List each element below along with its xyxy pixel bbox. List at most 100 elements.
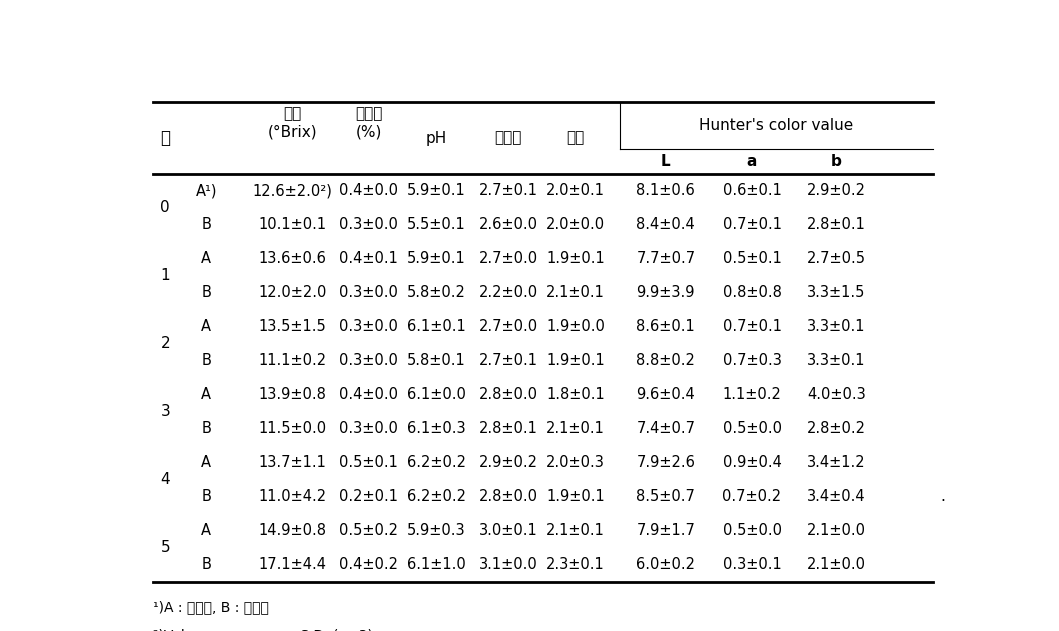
- Text: 11.5±0.0: 11.5±0.0: [258, 422, 326, 437]
- Text: 0.9±0.4: 0.9±0.4: [722, 456, 782, 471]
- Text: 5.9±0.3: 5.9±0.3: [407, 524, 465, 538]
- Text: 3.3±0.1: 3.3±0.1: [807, 353, 866, 369]
- Text: 13.7±1.1: 13.7±1.1: [258, 456, 326, 471]
- Text: 1.9±0.1: 1.9±0.1: [546, 490, 605, 504]
- Text: L: L: [661, 154, 670, 168]
- Text: B: B: [201, 422, 211, 437]
- Text: 0.3±0.0: 0.3±0.0: [339, 285, 398, 300]
- Text: 총산도
(%): 총산도 (%): [355, 106, 382, 140]
- Text: 2: 2: [160, 336, 170, 351]
- Text: 0.2±0.1: 0.2±0.1: [339, 490, 398, 504]
- Text: .: .: [940, 490, 946, 504]
- Text: 3.3±1.5: 3.3±1.5: [807, 285, 866, 300]
- Text: A: A: [201, 251, 211, 266]
- Text: 0.5±0.2: 0.5±0.2: [339, 524, 398, 538]
- Text: a: a: [747, 154, 757, 168]
- Text: ²)Values are mean ± S.D. (n=3).: ²)Values are mean ± S.D. (n=3).: [152, 628, 377, 631]
- Text: 0.8±0.8: 0.8±0.8: [722, 285, 782, 300]
- Text: 0: 0: [160, 201, 170, 215]
- Text: 0.3±0.1: 0.3±0.1: [722, 558, 782, 572]
- Text: 0.4±0.1: 0.4±0.1: [339, 251, 398, 266]
- Text: 0.5±0.1: 0.5±0.1: [722, 251, 782, 266]
- Text: 4: 4: [160, 473, 170, 488]
- Text: 주: 주: [160, 129, 170, 147]
- Text: 8.6±0.1: 8.6±0.1: [636, 319, 695, 334]
- Text: A: A: [201, 456, 211, 471]
- Text: 14.9±0.8: 14.9±0.8: [258, 524, 326, 538]
- Text: 0.4±0.0: 0.4±0.0: [339, 184, 398, 198]
- Text: 13.6±0.6: 13.6±0.6: [258, 251, 326, 266]
- Text: 2.7±0.5: 2.7±0.5: [807, 251, 866, 266]
- Text: 2.7±0.0: 2.7±0.0: [479, 251, 538, 266]
- Text: 6.1±1.0: 6.1±1.0: [407, 558, 465, 572]
- Text: 12.0±2.0: 12.0±2.0: [258, 285, 326, 300]
- Text: 0.4±0.0: 0.4±0.0: [339, 387, 398, 403]
- Text: 7.9±2.6: 7.9±2.6: [636, 456, 696, 471]
- Text: 2.6±0.0: 2.6±0.0: [479, 218, 538, 232]
- Text: 8.5±0.7: 8.5±0.7: [636, 490, 696, 504]
- Text: 13.5±1.5: 13.5±1.5: [258, 319, 326, 334]
- Text: 13.9±0.8: 13.9±0.8: [258, 387, 326, 403]
- Text: 2.0±0.0: 2.0±0.0: [546, 218, 605, 232]
- Text: 탁도: 탁도: [567, 131, 585, 146]
- Text: 6.1±0.3: 6.1±0.3: [407, 422, 465, 437]
- Text: 5: 5: [160, 541, 170, 555]
- Text: 3.4±1.2: 3.4±1.2: [807, 456, 866, 471]
- Text: 3.4±0.4: 3.4±0.4: [807, 490, 866, 504]
- Text: A: A: [201, 524, 211, 538]
- Text: 5.8±0.2: 5.8±0.2: [407, 285, 466, 300]
- Text: 2.1±0.1: 2.1±0.1: [546, 285, 605, 300]
- Text: 0.4±0.2: 0.4±0.2: [339, 558, 398, 572]
- Text: 7.9±1.7: 7.9±1.7: [636, 524, 696, 538]
- Text: A: A: [201, 319, 211, 334]
- Text: 6.2±0.2: 6.2±0.2: [407, 456, 466, 471]
- Text: 6.0±0.2: 6.0±0.2: [636, 558, 696, 572]
- Text: 12.6±2.0²): 12.6±2.0²): [252, 184, 333, 198]
- Text: 0.3±0.0: 0.3±0.0: [339, 218, 398, 232]
- Text: 8.4±0.4: 8.4±0.4: [636, 218, 695, 232]
- Text: 11.0±4.2: 11.0±4.2: [258, 490, 326, 504]
- Text: 2.3±0.1: 2.3±0.1: [546, 558, 605, 572]
- Text: 2.0±0.1: 2.0±0.1: [546, 184, 605, 198]
- Text: 2.0±0.3: 2.0±0.3: [546, 456, 605, 471]
- Text: 3.1±0.0: 3.1±0.0: [479, 558, 538, 572]
- Text: 2.8±0.0: 2.8±0.0: [479, 387, 538, 403]
- Text: 1.8±0.1: 1.8±0.1: [546, 387, 605, 403]
- Text: 2.9±0.2: 2.9±0.2: [479, 456, 538, 471]
- Text: B: B: [201, 285, 211, 300]
- Text: b: b: [831, 154, 842, 168]
- Text: 0.5±0.1: 0.5±0.1: [339, 456, 398, 471]
- Text: 8.1±0.6: 8.1±0.6: [636, 184, 695, 198]
- Text: 1.9±0.1: 1.9±0.1: [546, 251, 605, 266]
- Text: 2.8±0.1: 2.8±0.1: [807, 218, 866, 232]
- Text: 2.7±0.1: 2.7±0.1: [479, 353, 538, 369]
- Text: 8.8±0.2: 8.8±0.2: [636, 353, 696, 369]
- Text: 1: 1: [160, 268, 170, 283]
- Text: 1.1±0.2: 1.1±0.2: [722, 387, 782, 403]
- Text: A: A: [201, 387, 211, 403]
- Text: ¹)A : 정상과, B : 발효과: ¹)A : 정상과, B : 발효과: [152, 601, 269, 615]
- Text: B: B: [201, 490, 211, 504]
- Text: 6.2±0.2: 6.2±0.2: [407, 490, 466, 504]
- Text: 9.9±3.9: 9.9±3.9: [636, 285, 695, 300]
- Text: 2.1±0.0: 2.1±0.0: [807, 524, 866, 538]
- Text: 5.9±0.1: 5.9±0.1: [407, 184, 465, 198]
- Text: 5.5±0.1: 5.5±0.1: [407, 218, 465, 232]
- Text: 갈색도: 갈색도: [495, 131, 522, 146]
- Text: 1.9±0.1: 1.9±0.1: [546, 353, 605, 369]
- Text: 2.1±0.0: 2.1±0.0: [807, 558, 866, 572]
- Text: 6.1±0.0: 6.1±0.0: [407, 387, 466, 403]
- Text: 10.1±0.1: 10.1±0.1: [258, 218, 326, 232]
- Text: 5.9±0.1: 5.9±0.1: [407, 251, 465, 266]
- Text: 7.7±0.7: 7.7±0.7: [636, 251, 696, 266]
- Text: pH: pH: [426, 131, 447, 146]
- Text: 0.6±0.1: 0.6±0.1: [722, 184, 782, 198]
- Text: 0.3±0.0: 0.3±0.0: [339, 422, 398, 437]
- Text: 1.9±0.0: 1.9±0.0: [546, 319, 605, 334]
- Text: 3: 3: [160, 404, 170, 420]
- Text: 2.8±0.1: 2.8±0.1: [479, 422, 538, 437]
- Text: Hunter's color value: Hunter's color value: [699, 118, 854, 133]
- Text: B: B: [201, 353, 211, 369]
- Text: 9.6±0.4: 9.6±0.4: [636, 387, 695, 403]
- Text: 6.1±0.1: 6.1±0.1: [407, 319, 465, 334]
